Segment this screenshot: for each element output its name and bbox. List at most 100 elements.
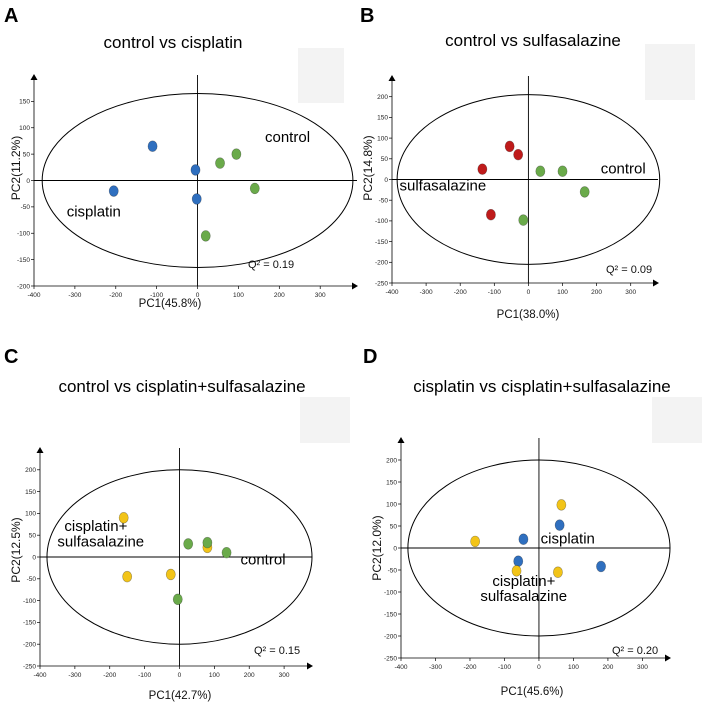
plot-area: -400 -300 -200 -100 0 100 200 300 -250 -200 -150 -1… xyxy=(375,75,661,296)
data-point-cisplatin-sulfasalazine xyxy=(556,499,567,511)
x-tick-label: -200 xyxy=(454,289,467,296)
y-tick-label: -250 xyxy=(23,663,36,670)
data-point-control xyxy=(172,593,183,605)
group-annotation: cisplatin+ xyxy=(492,573,555,590)
data-point-sulfasalazine xyxy=(477,163,488,175)
data-point-cisplatin xyxy=(108,185,119,197)
group-annotation: control xyxy=(265,129,310,146)
data-point-cisplatin xyxy=(147,140,158,152)
x-tick-label: 200 xyxy=(591,289,602,296)
y-axis-label: PC2(14.8%) xyxy=(361,135,375,200)
x-tick-label: 100 xyxy=(568,664,579,671)
y-tick-label: 200 xyxy=(386,457,397,464)
data-point-cisplatin-sulfasalazine xyxy=(511,565,522,577)
x-tick-label: 0 xyxy=(537,664,541,671)
y-tick-label: -150 xyxy=(17,257,30,264)
data-point-control xyxy=(579,186,590,198)
data-point-control xyxy=(221,546,232,559)
y-axis-label: PC2(12.5%) xyxy=(9,517,23,582)
y-tick-label: 100 xyxy=(25,511,36,518)
data-point-control xyxy=(215,157,225,169)
x-tick-label: -400 xyxy=(385,289,398,296)
q2-label: Q² = 0.19 xyxy=(248,259,294,271)
plot-area: -400 -300 -200 -100 0 100 200 300 -250 -200 -150 -1… xyxy=(384,437,671,671)
x-tick-label: -400 xyxy=(27,292,40,299)
x-tick-label: 100 xyxy=(557,289,568,296)
y-tick-label: -200 xyxy=(17,283,30,290)
x-tick-label: 300 xyxy=(625,289,636,296)
q2-label: Q² = 0.15 xyxy=(254,645,300,657)
panel-letter: C xyxy=(4,346,18,368)
chart-title: cisplatin vs cisplatin+sulfasalazine xyxy=(413,377,671,396)
y-axis-arrow xyxy=(36,447,44,453)
panel-a: A control vs cisplatin PC1(45.8%) PC2(11… xyxy=(4,5,358,310)
y-tick-label: -100 xyxy=(375,218,388,225)
data-point-sulfasalazine xyxy=(485,208,496,221)
y-axis-arrow xyxy=(30,74,38,80)
data-point-sulfasalazine xyxy=(504,140,515,153)
y-tick-label: 150 xyxy=(25,489,36,496)
panel-letter: B xyxy=(360,5,374,27)
y-tick-label: 0 xyxy=(384,177,388,184)
x-tick-label: -200 xyxy=(463,664,476,671)
data-point-control xyxy=(231,148,242,160)
y-tick-label: -150 xyxy=(384,611,397,618)
group-annotation: sulfasalazine xyxy=(400,178,487,195)
group-annotation: cisplatin xyxy=(541,531,595,548)
y-tick-label: -100 xyxy=(23,598,36,605)
panel-c: C control vs cisplatin+sulfasalazine PC1… xyxy=(4,346,350,702)
x-tick-label: -400 xyxy=(394,664,407,671)
watermark-box xyxy=(298,48,344,103)
chart-title: control vs cisplatin xyxy=(104,33,243,52)
x-tick-label: 300 xyxy=(279,672,290,679)
q2-label: Q² = 0.20 xyxy=(612,645,658,657)
y-tick-label: 200 xyxy=(377,94,388,101)
y-tick-label: -50 xyxy=(388,567,398,574)
data-point-cisplatin xyxy=(191,193,202,205)
x-axis-label: PC1(42.7%) xyxy=(149,690,212,702)
y-tick-label: -250 xyxy=(375,280,388,287)
y-tick-label: 50 xyxy=(390,523,398,530)
y-tick-label: -50 xyxy=(379,198,389,205)
x-tick-label: -200 xyxy=(103,672,116,679)
y-tick-label: 150 xyxy=(377,115,388,122)
x-tick-label: 100 xyxy=(209,672,220,679)
y-tick-label: -100 xyxy=(17,231,30,238)
x-axis-label: PC1(38.0%) xyxy=(497,309,560,321)
data-point-control xyxy=(200,230,211,242)
data-point-cisplatin xyxy=(190,164,201,176)
x-tick-label: 0 xyxy=(527,289,531,296)
x-tick-label: -100 xyxy=(498,664,511,671)
y-tick-label: -200 xyxy=(384,633,397,640)
y-tick-label: 0 xyxy=(393,545,397,552)
y-tick-label: 150 xyxy=(19,99,30,106)
data-point-cisplatin xyxy=(518,533,529,545)
x-tick-label: -300 xyxy=(68,292,81,299)
data-point-control xyxy=(518,214,529,226)
group-annotation: control xyxy=(601,161,646,178)
watermark-box xyxy=(300,397,350,443)
x-tick-label: -300 xyxy=(429,664,442,671)
x-axis-arrow xyxy=(665,654,671,662)
q2-label: Q² = 0.09 xyxy=(606,264,652,276)
x-tick-label: 200 xyxy=(602,664,613,671)
y-tick-label: -200 xyxy=(375,260,388,267)
group-annotation: control xyxy=(241,551,286,568)
x-tick-label: -400 xyxy=(33,672,46,679)
x-axis-arrow xyxy=(307,662,313,670)
y-tick-label: 0 xyxy=(26,178,30,185)
x-axis-label: PC1(45.6%) xyxy=(501,686,564,698)
group-annotation: cisplatin xyxy=(67,203,121,220)
group-annotation: sulfasalazine xyxy=(480,588,567,605)
y-tick-label: -250 xyxy=(384,655,397,662)
y-tick-label: 150 xyxy=(386,479,397,486)
data-point-control xyxy=(557,165,568,177)
y-tick-label: 100 xyxy=(19,125,30,132)
panel-b: B control vs sulfasalazine PC1(38.0%) PC… xyxy=(360,5,695,321)
x-tick-label: -100 xyxy=(138,672,151,679)
x-axis-label: PC1(45.8%) xyxy=(139,298,202,310)
x-tick-label: -300 xyxy=(68,672,81,679)
x-axis-arrow xyxy=(352,282,358,290)
plot-area: -400 -300 -200 -100 0 100 200 300 -200 -150 -100 -5… xyxy=(17,74,358,299)
